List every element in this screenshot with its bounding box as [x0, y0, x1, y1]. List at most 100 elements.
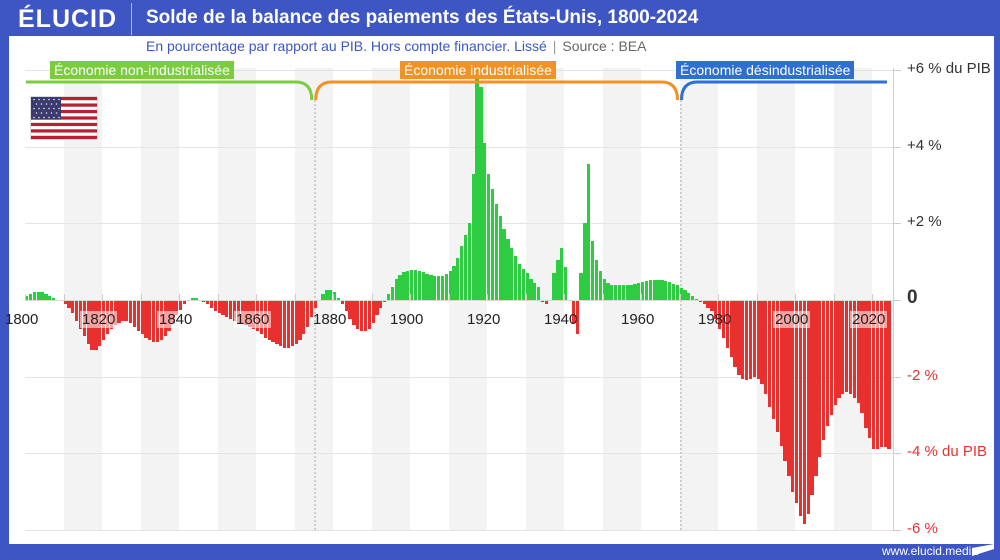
- bar-negative: [829, 300, 833, 415]
- bar-negative: [229, 300, 233, 320]
- x-tick: [25, 294, 26, 300]
- bar-positive: [490, 188, 495, 300]
- bar-positive: [594, 259, 599, 300]
- x-tick: [63, 294, 65, 300]
- bar-negative: [787, 300, 791, 477]
- bar-positive: [329, 290, 333, 300]
- bar-positive: [333, 292, 337, 300]
- x-axis-label: 2000: [773, 311, 811, 328]
- x-tick: [102, 294, 103, 300]
- bar-positive: [583, 223, 587, 300]
- bar-positive: [537, 286, 541, 300]
- bar-positive: [336, 298, 341, 300]
- bar-positive: [433, 275, 437, 300]
- y-tick: [893, 223, 901, 225]
- bar-negative: [856, 300, 860, 404]
- bar-positive: [402, 272, 406, 300]
- y-tick: [893, 70, 901, 72]
- bar-positive: [321, 294, 325, 300]
- y-axis-label: 0: [907, 287, 918, 308]
- bar-negative: [879, 300, 883, 448]
- x-axis-label: 1880: [313, 311, 347, 328]
- bar-positive: [479, 87, 483, 300]
- bar-negative: [179, 300, 183, 310]
- bar-negative: [795, 300, 799, 503]
- bar-negative: [375, 300, 379, 316]
- gridline: [25, 453, 893, 455]
- footer-url[interactable]: www.elucid.media: [881, 544, 978, 558]
- bar-negative: [810, 300, 814, 496]
- bar-positive: [510, 248, 514, 300]
- decade-band: [833, 68, 872, 530]
- bar-positive: [521, 269, 525, 300]
- era-label: Économie non-industrialisée: [50, 61, 234, 79]
- bar-negative: [848, 300, 853, 394]
- bar-positive: [444, 273, 448, 300]
- bar-negative: [75, 300, 79, 322]
- bar-positive: [429, 275, 433, 300]
- x-tick: [410, 294, 411, 300]
- x-axis-label: 1940: [544, 311, 578, 328]
- bar-positive: [394, 278, 398, 300]
- bar-negative: [821, 300, 826, 440]
- x-tick: [756, 294, 758, 300]
- bar-positive: [28, 294, 33, 300]
- x-tick: [795, 294, 796, 300]
- bar-positive: [325, 290, 329, 300]
- decade-band: [63, 68, 102, 530]
- bar-positive: [456, 257, 460, 300]
- bar-positive: [502, 229, 506, 300]
- bar-negative: [883, 300, 887, 448]
- bar-negative: [887, 300, 891, 450]
- bar-negative: [864, 300, 868, 429]
- x-axis-label: 1980: [698, 311, 732, 328]
- bar-negative: [286, 300, 291, 348]
- x-tick: [140, 294, 142, 300]
- bar-negative: [144, 300, 148, 339]
- x-tick: [448, 294, 450, 300]
- bar-negative: [152, 300, 156, 343]
- bar-negative: [352, 300, 356, 325]
- bar-negative: [714, 300, 718, 320]
- bar-negative: [706, 300, 710, 308]
- us-flag-icon: [30, 96, 98, 140]
- bar-negative: [860, 300, 864, 413]
- bar-positive: [683, 290, 687, 300]
- bar-negative: [833, 300, 837, 406]
- bar-negative: [737, 300, 741, 375]
- bar-positive: [621, 285, 625, 300]
- y-axis-label: +2 %: [907, 213, 942, 231]
- bar-negative: [232, 300, 237, 322]
- bar-negative: [768, 300, 772, 408]
- y-axis-label: -4 % du PIB: [907, 443, 988, 461]
- bar-positive: [606, 282, 610, 300]
- bar-positive: [190, 298, 194, 300]
- x-tick: [217, 294, 219, 300]
- bar-negative: [67, 300, 71, 308]
- bar-negative: [733, 300, 737, 368]
- era-divider: [313, 100, 316, 530]
- bar-positive: [525, 273, 529, 300]
- bar-positive: [587, 164, 591, 300]
- bar-negative: [279, 300, 283, 346]
- x-axis-label: 1900: [390, 311, 424, 328]
- bar-positive: [629, 284, 633, 300]
- bar-negative: [313, 300, 317, 308]
- bar-positive: [556, 259, 560, 300]
- bar-negative: [575, 300, 579, 335]
- subtitle-text: En pourcentage par rapport au PIB. Hors …: [146, 38, 547, 54]
- bar-positive: [579, 273, 583, 300]
- bar-negative: [818, 300, 822, 458]
- bar-positive: [463, 234, 468, 300]
- x-tick: [872, 294, 873, 300]
- bar-negative: [837, 300, 841, 398]
- bar-negative: [125, 300, 129, 322]
- bar-negative: [225, 300, 229, 318]
- bar-negative: [710, 300, 714, 312]
- bar-positive: [32, 292, 36, 300]
- elucid-logo[interactable]: ÉLUCID: [18, 5, 118, 33]
- bar-positive: [487, 173, 491, 300]
- era-label: Économie industrialisée: [400, 61, 556, 79]
